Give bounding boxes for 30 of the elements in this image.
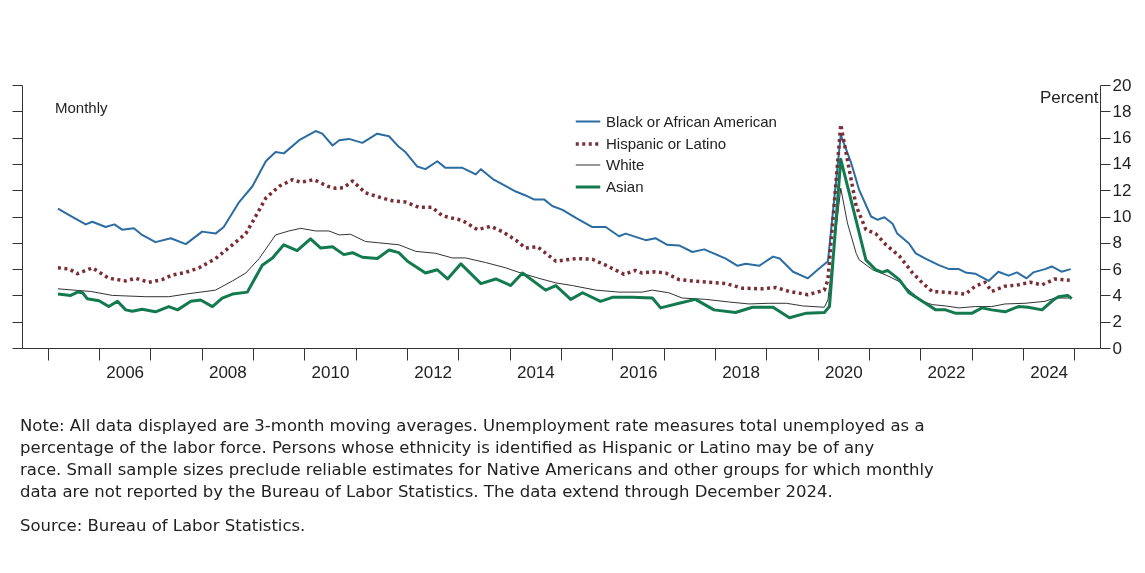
y-tick-label: 12 (1112, 180, 1132, 200)
x-tick-label: 2022 (927, 362, 966, 382)
legend-label: Black or African American (606, 112, 777, 130)
x-tick-label: 2024 (1030, 362, 1069, 382)
annotation: Monthly (55, 99, 109, 116)
y-tick-label: 4 (1112, 285, 1122, 305)
y-tick-label: 2 (1112, 312, 1122, 332)
y-tick-label: 16 (1112, 128, 1132, 148)
x-tick-label: 2020 (824, 362, 863, 382)
text: Note: All data displayed are 3-month moving averages. Unemployment rate measures total unemployed as a percentage of the labor force. Persons whose ethnicity is identified as Hispanic or Latino may be of any race. Small sample sizes preclude reliable estimates for Native Americans and other groups for which monthly data are not reported by the Bureau of Labor Statistics. The data extend through December 2024. (20, 416, 935, 501)
legend-label: Asian (606, 178, 644, 195)
x-tick-label: 2006 (106, 362, 145, 382)
y-axis-title: Percent (1039, 87, 1099, 107)
y-tick-label: 6 (1112, 259, 1122, 279)
x-tick-label: 2008 (208, 362, 247, 382)
line-series (56, 157, 1074, 320)
x-tick-label: 2016 (619, 362, 658, 382)
x-tick-label: 2012 (414, 362, 453, 382)
y-tick-label: 10 (1112, 207, 1132, 226)
x-tick-label: 2010 (311, 362, 350, 382)
y-tick-label: 0 (1112, 338, 1122, 358)
source-note: Source: Bureau of Labor Statistics. (20, 516, 306, 535)
x-tick-label: 2014 (516, 362, 555, 382)
y-tick-label: 14 (1112, 154, 1132, 174)
legend-label: Hispanic or Latino (606, 135, 727, 152)
y-tick-label: 8 (1112, 233, 1122, 253)
x-tick-label: 2018 (722, 362, 761, 382)
y-tick-label: 20 (1112, 75, 1132, 95)
legend-label: White (606, 156, 645, 173)
y-tick-label: 18 (1112, 101, 1132, 121)
